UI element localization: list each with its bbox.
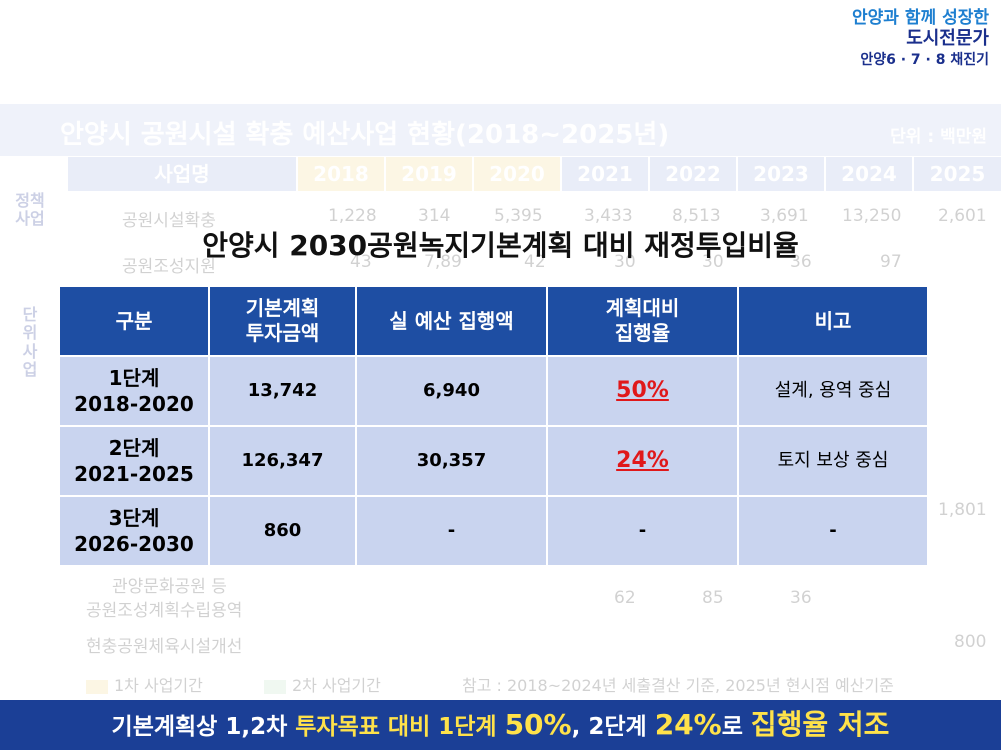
table-row: 2단계 2021-2025 126,347 30,357 24% 토지 보상 중심 <box>58 425 929 497</box>
remarks-cell: 설계, 용역 중심 <box>737 355 929 427</box>
stage-cell: 1단계 2018-2020 <box>58 355 210 427</box>
background-unit: 단위 : 백만원 <box>890 127 987 147</box>
background-cell: 2,601 <box>938 206 987 226</box>
background-side-value: 1,801 <box>938 500 987 520</box>
background-cell: 3,691 <box>760 206 809 226</box>
background-header-year: 2023 <box>738 157 824 191</box>
banner-text: , 2단계 <box>571 714 655 740</box>
execution-rate-cell: 24% <box>546 425 739 497</box>
stage-cell: 2단계 2021-2025 <box>58 425 210 497</box>
stage-cell: 3단계 2026-2030 <box>58 495 210 567</box>
actual-amount-cell: 6,940 <box>355 355 548 427</box>
background-cell: 36 <box>790 252 812 272</box>
execution-rate-cell: - <box>546 495 739 567</box>
background-cell: 30 <box>614 252 636 272</box>
background-cell: 30 <box>702 252 724 272</box>
remarks-cell: 토지 보상 중심 <box>737 425 929 497</box>
brand-line-3: 안양6 · 7 · 8 채진기 <box>860 51 989 68</box>
background-header-year: 2019 <box>386 157 472 191</box>
brand-line-2: 도시전문가 <box>906 28 989 50</box>
actual-amount-cell: 30,357 <box>355 425 548 497</box>
background-cell: 36 <box>790 588 812 608</box>
background-header-row: 사업명 2018 2019 2020 2021 2022 2023 2024 2… <box>68 157 1001 191</box>
background-row-name: 관양문화공원 등 <box>112 577 227 597</box>
background-cell: 13,250 <box>842 206 902 226</box>
background-cell: 97 <box>880 252 902 272</box>
background-cell: 3,433 <box>584 206 633 226</box>
brand-line-1: 안양과 함께 성장한 <box>852 8 989 28</box>
main-title: 안양시 2030공원녹지기본계획 대비 재정투입비율 <box>202 229 799 262</box>
background-row-name: 공원시설확충 <box>122 211 216 231</box>
background-side-label-unit: 단 위 사 업 <box>22 305 38 380</box>
plan-amount-cell: 860 <box>208 495 357 567</box>
background-cell: 42 <box>524 252 546 272</box>
background-cell: 85 <box>702 588 724 608</box>
plan-amount-cell: 13,742 <box>208 355 357 427</box>
banner-rate-stage2: 24% <box>654 708 722 741</box>
banner-rate-stage1: 50% <box>504 708 572 741</box>
banner-text: 기본계획상 1,2차 <box>111 714 296 740</box>
banner-conclusion: 집행율 저조 <box>750 708 890 741</box>
background-header-year: 2022 <box>650 157 736 191</box>
background-cell: 8,513 <box>672 206 721 226</box>
background-header-year: 2020 <box>474 157 560 191</box>
background-cell: 314 <box>418 206 451 226</box>
header-category: 구분 <box>58 285 210 357</box>
background-row-name: 공원조성계획수립용역 <box>86 601 243 621</box>
actual-amount-cell: - <box>355 495 548 567</box>
banner-highlight: 투자목표 대비 1단계 <box>295 714 505 740</box>
background-header-year: 2025 <box>914 157 1001 191</box>
legend-swatch-yellow <box>86 679 108 694</box>
background-side-label-policy: 정책 사업 <box>15 191 45 229</box>
table-row: 1단계 2018-2020 13,742 6,940 50% 설계, 용역 중심 <box>58 355 929 427</box>
budget-ratio-table: 구분 기본계획 투자금액 실 예산 집행액 계획대비 집행율 비고 1단계 2018-… <box>58 285 929 567</box>
brand-block: 안양과 함께 성장한 도시전문가 안양6 · 7 · 8 채진기 <box>852 8 989 69</box>
background-title: 안양시 공원시설 확충 예산사업 현황(2018~2025년) <box>60 120 670 150</box>
legend-swatch-green <box>264 679 286 694</box>
background-cell: 62 <box>614 588 636 608</box>
header-actual-execution: 실 예산 집행액 <box>355 285 548 357</box>
banner-text: 로 <box>721 714 751 740</box>
background-header-year: 2021 <box>562 157 648 191</box>
background-slide: 안양시 공원시설 확충 예산사업 현황(2018~2025년) 단위 : 백만원… <box>0 104 1001 696</box>
background-legend-second: 2차 사업기간 <box>264 672 381 696</box>
background-legend-note: 참고 : 2018~2024년 세출결산 기준, 2025년 현시점 예산기준 <box>462 676 894 695</box>
background-cell: 43 <box>350 252 372 272</box>
background-header-year: 2024 <box>826 157 912 191</box>
remarks-cell: - <box>737 495 929 567</box>
background-header-year: 2018 <box>298 157 384 191</box>
background-cell: 7,89 <box>424 252 462 272</box>
plan-amount-cell: 126,347 <box>208 425 357 497</box>
background-row-name: 현충공원체육시설개선 <box>86 637 243 657</box>
background-title-bar: 안양시 공원시설 확충 예산사업 현황(2018~2025년) 단위 : 백만원 <box>0 104 1001 156</box>
background-legend-first: 1차 사업기간 <box>86 672 203 696</box>
table-row: 3단계 2026-2030 860 - - - <box>58 495 929 567</box>
background-cell: 5,395 <box>494 206 543 226</box>
header-plan-investment: 기본계획 투자금액 <box>208 285 357 357</box>
background-cell: 1,228 <box>328 206 377 226</box>
header-remarks: 비고 <box>737 285 929 357</box>
background-row-name: 공원조성지원 <box>122 257 216 277</box>
header-execution-rate: 계획대비 집행율 <box>546 285 739 357</box>
background-header-name: 사업명 <box>68 157 296 191</box>
background-cell: 800 <box>954 632 987 652</box>
execution-rate-cell: 50% <box>546 355 739 427</box>
summary-banner: 기본계획상 1,2차 투자목표 대비 1단계 50%, 2단계 24%로 집행율… <box>0 700 1001 750</box>
table-header-row: 구분 기본계획 투자금액 실 예산 집행액 계획대비 집행율 비고 <box>58 285 929 357</box>
